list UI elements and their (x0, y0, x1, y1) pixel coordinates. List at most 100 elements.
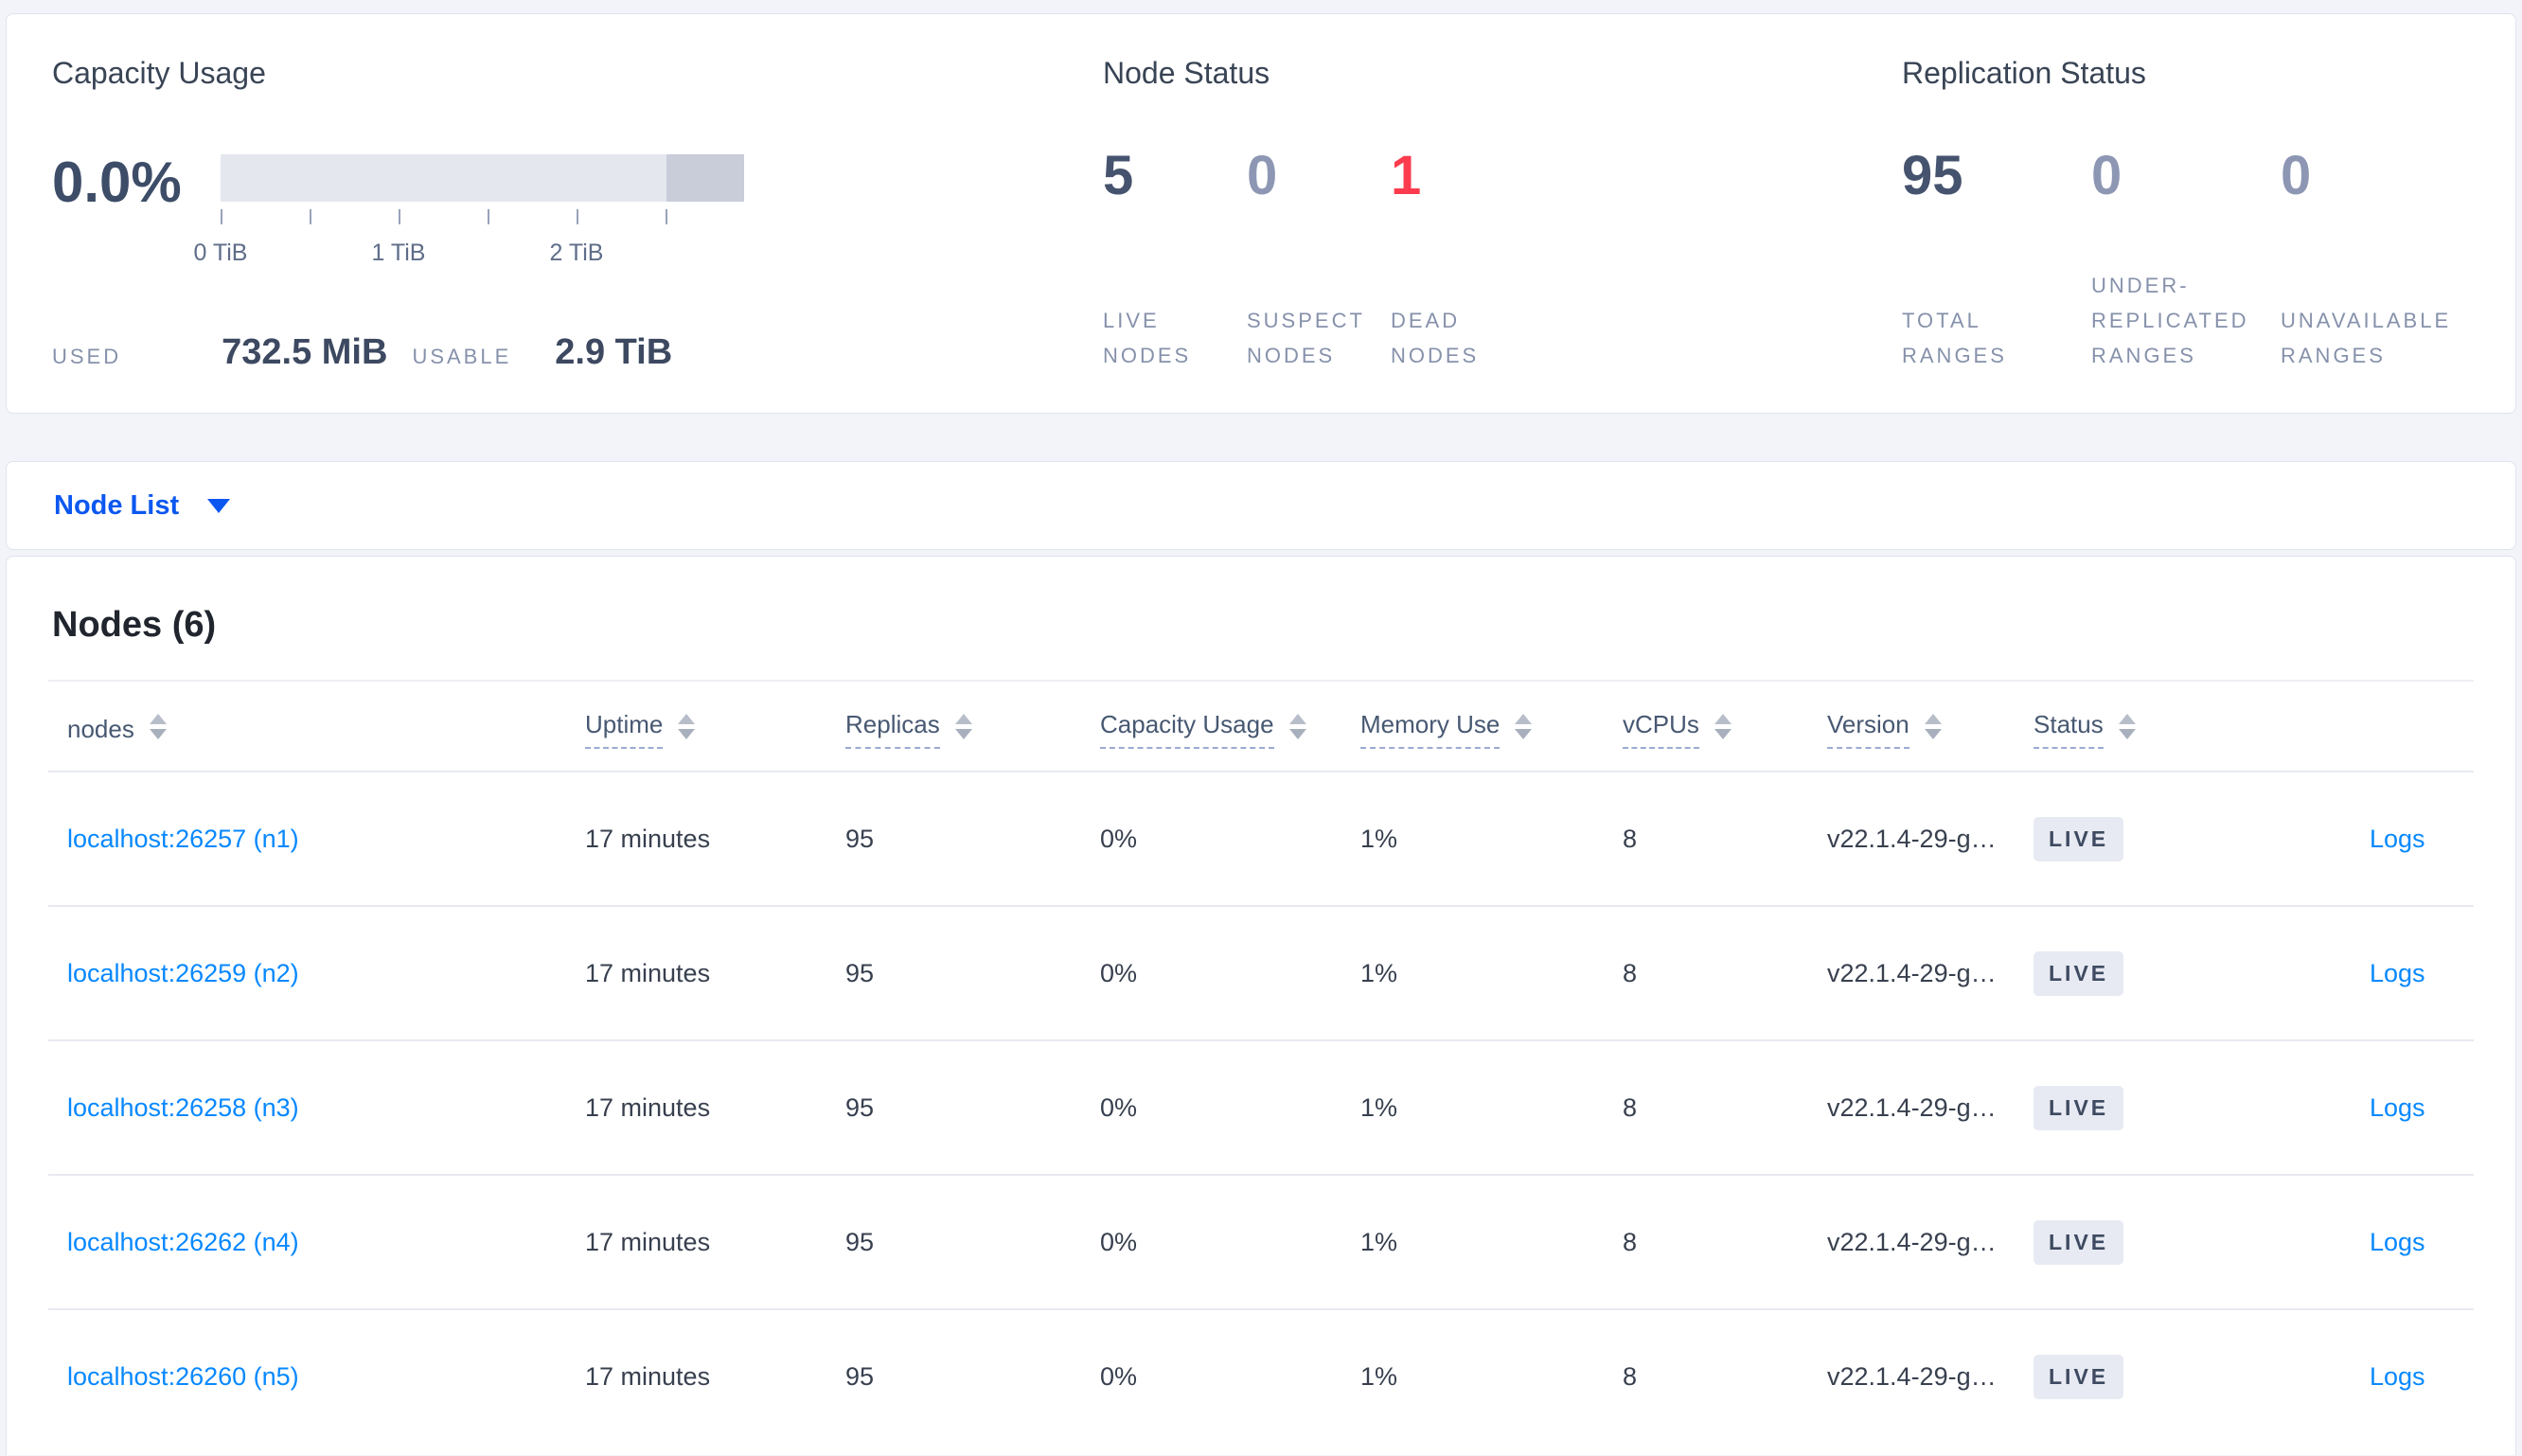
logs-link[interactable]: Logs (2370, 1092, 2425, 1122)
node-list-dropdown[interactable]: Node List (54, 489, 231, 522)
stat-label: TOTAL RANGES (1902, 309, 2007, 367)
vcpus-cell: 8 (1623, 1227, 1638, 1256)
replicas-cell: 95 (845, 1227, 875, 1256)
used-label: USED (52, 345, 122, 368)
sort-icon[interactable] (1288, 713, 1306, 739)
logs-cell: Logs (2370, 1093, 2425, 1123)
node-name-cell: localhost:26257 (n1) (67, 825, 585, 854)
column-header-vcpus[interactable]: vCPUs (1623, 707, 1827, 749)
capacity-usage-title: Capacity Usage (52, 56, 266, 90)
replication-status-title: Replication Status (1902, 56, 2146, 90)
usable-label: USABLE (412, 345, 512, 368)
uptime-cell: 17 minutes (585, 1092, 711, 1122)
status-badge: LIVE (2034, 816, 2124, 861)
node-status-title: Node Status (1103, 56, 1270, 90)
column-header-label: Capacity Usage (1100, 710, 1274, 749)
vcpus-cell: 8 (1623, 1092, 1638, 1122)
capacity-usage-cell: 0% (1100, 1092, 1138, 1122)
column-header-label: vCPUs (1623, 710, 1699, 749)
sort-icon[interactable] (678, 713, 696, 739)
status-badge: LIVE (2034, 1085, 2124, 1130)
status-badge: LIVE (2034, 950, 2124, 996)
column-header-label: Uptime (585, 710, 664, 749)
logs-cell: Logs (2370, 1362, 2425, 1392)
version-cell: v22.1.4-29-g… (1827, 1361, 1997, 1391)
node-name-cell: localhost:26260 (n5) (67, 1362, 585, 1392)
stat-label: UNAVAILABLE RANGES (2281, 309, 2452, 367)
version-cell: v22.1.4-29-g… (1827, 1092, 1997, 1122)
version-cell: v22.1.4-29-g… (1827, 958, 1997, 987)
node-status-panel: Node Status 5 0 1 LIVE NODES SUSPECT NODES DE… (1103, 56, 1902, 373)
axis-tick-label: 1 TiB (371, 240, 426, 266)
column-header-uptime[interactable]: Uptime (585, 707, 845, 749)
node-name-cell: localhost:26262 (n4) (67, 1228, 585, 1257)
stat-label: LIVE NODES (1103, 309, 1192, 367)
usable-value: 2.9 TiB (555, 332, 673, 372)
capacity-usage-panel: Capacity Usage 0.0% 0 TiB (52, 56, 1103, 373)
sort-icon[interactable] (1714, 713, 1732, 739)
sort-icon[interactable] (954, 713, 972, 739)
axis-tick (221, 209, 222, 224)
vcpus-cell: 8 (1623, 1361, 1638, 1391)
memory-use-cell: 1% (1360, 958, 1398, 987)
vcpus-cell: 8 (1623, 958, 1638, 987)
column-header-version[interactable]: Version (1827, 707, 2034, 749)
column-header-node[interactable]: nodes (67, 712, 585, 743)
sort-icon[interactable] (2118, 713, 2136, 739)
logs-link[interactable]: Logs (2370, 958, 2425, 987)
node-link[interactable]: localhost:26262 (n4) (67, 1227, 299, 1256)
logs-link[interactable]: Logs (2370, 1227, 2425, 1256)
sort-icon[interactable] (149, 713, 167, 739)
logs-link[interactable]: Logs (2370, 824, 2425, 853)
cluster-summary-card: Capacity Usage 0.0% 0 TiB (6, 13, 2516, 414)
axis-tick (488, 209, 489, 224)
uptime-cell: 17 minutes (585, 1227, 711, 1256)
replicas-cell: 95 (845, 958, 875, 987)
column-header-replicas[interactable]: Replicas (845, 707, 1100, 749)
status-cell: LIVE (2034, 816, 2370, 861)
table-row: localhost:26262 (n4) 17 minutes 95 0% 1% 8 v22… (48, 1174, 2474, 1308)
stat-value: 0 (2281, 145, 2312, 206)
table-row: localhost:26259 (n2) 17 minutes 95 0% 1% 8 v22… (48, 905, 2474, 1039)
vcpus-cell: 8 (1623, 824, 1638, 853)
node-link[interactable]: localhost:26259 (n2) (67, 958, 299, 987)
nodes-table-heading: Nodes (6) (52, 605, 217, 645)
table-row: localhost:26260 (n5) 17 minutes 95 0% 1% 8 v22… (48, 1308, 2474, 1443)
version-cell: v22.1.4-29-g… (1827, 824, 1997, 853)
capacity-bar-track (221, 154, 744, 202)
uptime-cell: 17 minutes (585, 824, 711, 853)
stat-value: 5 (1103, 145, 1134, 206)
memory-use-cell: 1% (1360, 1227, 1398, 1256)
replicas-cell: 95 (845, 1092, 875, 1122)
status-badge: LIVE (2034, 1219, 2124, 1265)
table-row: localhost:26258 (n3) 17 minutes 95 0% 1% 8 v22… (48, 1039, 2474, 1174)
axis-tick-label: 0 TiB (193, 240, 248, 266)
column-header-memory_use[interactable]: Memory Use (1360, 707, 1623, 749)
logs-cell: Logs (2370, 825, 2425, 854)
memory-use-cell: 1% (1360, 1361, 1398, 1391)
stat-label: DEAD NODES (1391, 309, 1480, 367)
capacity-bar-axis: 0 TiB 1 TiB 2 TiB (194, 202, 744, 275)
sort-icon[interactable] (1924, 713, 1942, 739)
view-selector-bar: Node List (6, 461, 2516, 550)
status-cell: LIVE (2034, 1085, 2370, 1130)
node-link[interactable]: localhost:26257 (n1) (67, 824, 299, 853)
column-header-label: Version (1827, 710, 1909, 749)
axis-tick (310, 209, 311, 224)
logs-link[interactable]: Logs (2370, 1361, 2425, 1391)
capacity-usage-bar: 0 TiB 1 TiB 2 TiB (194, 154, 744, 275)
node-link[interactable]: localhost:26260 (n5) (67, 1361, 299, 1391)
sort-icon[interactable] (1515, 713, 1533, 739)
column-header-label: Replicas (845, 710, 940, 749)
node-name-cell: localhost:26258 (n3) (67, 1093, 585, 1123)
stat-value: 1 (1391, 145, 1422, 206)
heading-divider (48, 680, 2474, 682)
stat-value: 95 (1902, 145, 1963, 206)
node-link[interactable]: localhost:26258 (n3) (67, 1092, 299, 1122)
table-row: localhost:26257 (n1) 17 minutes 95 0% 1% 8 v22… (48, 771, 2474, 905)
stat-label: SUSPECT NODES (1247, 309, 1365, 367)
column-header-status[interactable]: Status (2034, 707, 2370, 749)
column-header-capacity_usage[interactable]: Capacity Usage (1100, 707, 1360, 749)
node-list-dropdown-label: Node List (54, 489, 180, 521)
table-header-row: nodes Uptime Replicas Capacity Usage Memory … (48, 682, 2474, 771)
